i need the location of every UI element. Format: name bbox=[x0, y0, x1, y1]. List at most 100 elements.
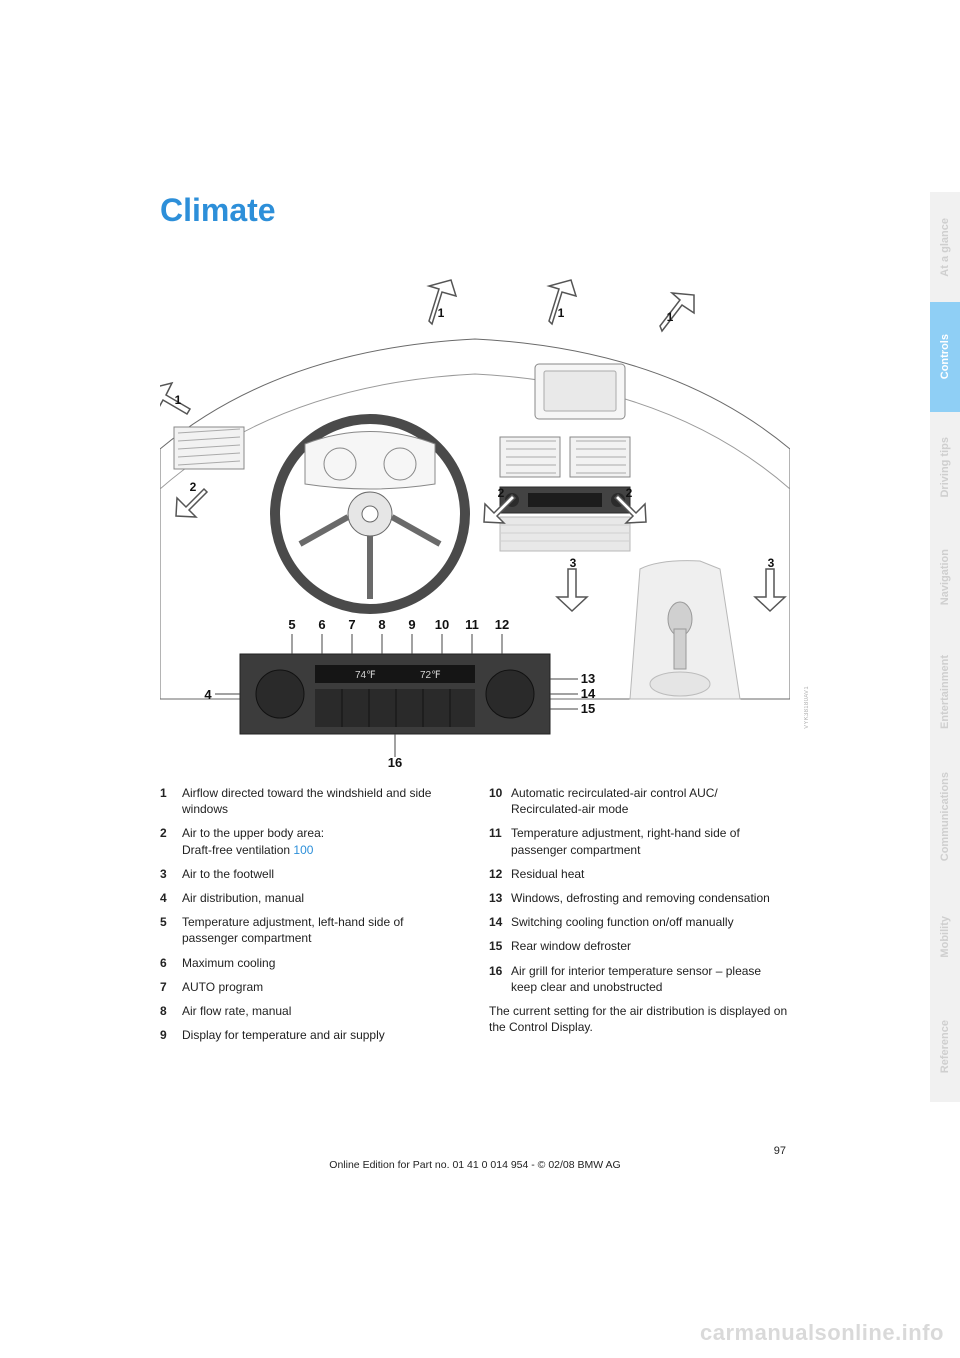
section-tab-label: Mobility bbox=[939, 916, 951, 958]
legend-text: Display for temperature and air supply bbox=[182, 1027, 461, 1043]
legend-entry: 13Windows, defrosting and removing conde… bbox=[489, 890, 790, 906]
legend-entry: 8Air flow rate, manual bbox=[160, 1003, 461, 1019]
svg-text:4: 4 bbox=[204, 687, 212, 702]
legend-entry: 11Temperature adjustment, right-hand sid… bbox=[489, 825, 790, 857]
section-tab-label: Communications bbox=[939, 772, 951, 861]
legend-number: 12 bbox=[489, 866, 511, 882]
legend-left-column: 1Airflow directed toward the windshield … bbox=[160, 785, 461, 1051]
svg-text:13: 13 bbox=[581, 671, 595, 686]
section-tab[interactable]: Communications bbox=[930, 752, 960, 882]
section-tabs: At a glance Controls Driving tips Navigatio… bbox=[930, 192, 960, 1102]
svg-text:15: 15 bbox=[581, 701, 595, 716]
legend-entry: 4Air distribution, manual bbox=[160, 890, 461, 906]
legend-number: 3 bbox=[160, 866, 182, 882]
legend-entry: 16Air grill for interior temperature sen… bbox=[489, 963, 790, 995]
legend-entry: 12Residual heat bbox=[489, 866, 790, 882]
svg-text:16: 16 bbox=[388, 755, 402, 769]
legend-number: 4 bbox=[160, 890, 182, 906]
legend-entry: 9Display for temperature and air supply bbox=[160, 1027, 461, 1043]
svg-text:3: 3 bbox=[570, 556, 577, 570]
page-number: 97 bbox=[160, 1145, 790, 1157]
legend-entry: 15Rear window defroster bbox=[489, 938, 790, 954]
legend-text: Rear window defroster bbox=[511, 938, 790, 954]
watermark: carmanualsonline.info bbox=[700, 1320, 944, 1346]
legend-number: 2 bbox=[160, 825, 182, 857]
legend-number: 9 bbox=[160, 1027, 182, 1043]
section-tab[interactable]: Driving tips bbox=[930, 412, 960, 522]
legend-number: 11 bbox=[489, 825, 511, 857]
section-tab[interactable]: Mobility bbox=[930, 882, 960, 992]
legend-number: 5 bbox=[160, 914, 182, 946]
legend-number: 10 bbox=[489, 785, 511, 817]
legend-text: Air flow rate, manual bbox=[182, 1003, 461, 1019]
legend-number: 6 bbox=[160, 955, 182, 971]
legend-entry: 10Automatic recirculated-air control AUC… bbox=[489, 785, 790, 817]
section-tab[interactable]: Controls bbox=[930, 302, 960, 412]
legend-entry: 7AUTO program bbox=[160, 979, 461, 995]
legend-text: Temperature adjustment, left-hand side o… bbox=[182, 914, 461, 946]
legend-text: Air to the upper body area:Draft-free ve… bbox=[182, 825, 461, 857]
legend-right-column: 10Automatic recirculated-air control AUC… bbox=[489, 785, 790, 1051]
legend-entry: 1Airflow directed toward the windshield … bbox=[160, 785, 461, 817]
section-tab-label: At a glance bbox=[939, 218, 951, 277]
section-tab[interactable]: Entertainment bbox=[930, 632, 960, 752]
diagram-attribution: VYK38180AV1 bbox=[804, 686, 810, 729]
svg-text:6: 6 bbox=[318, 617, 325, 632]
diagram-container: 74℉ 72℉ 56789101112 4 131415 16 bbox=[160, 269, 790, 769]
svg-text:14: 14 bbox=[581, 686, 596, 701]
legend-paragraph: The current setting for the air distribu… bbox=[489, 1003, 790, 1035]
legend-text: Residual heat bbox=[511, 866, 790, 882]
edition-line: Online Edition for Part no. 01 41 0 014 … bbox=[160, 1159, 790, 1171]
svg-text:1: 1 bbox=[667, 310, 674, 324]
legend-text: Temperature adjustment, right-hand side … bbox=[511, 825, 790, 857]
page-ref-link[interactable]: 100 bbox=[293, 843, 313, 857]
legend-number: 8 bbox=[160, 1003, 182, 1019]
legend-number: 15 bbox=[489, 938, 511, 954]
legend-entry: 14Switching cooling function on/off manu… bbox=[489, 914, 790, 930]
legend-text: Automatic recirculated-air control AUC/ … bbox=[511, 785, 790, 817]
legend-text: Air to the footwell bbox=[182, 866, 461, 882]
page-title: Climate bbox=[160, 192, 790, 229]
svg-text:72℉: 72℉ bbox=[420, 670, 441, 681]
legend-entry: 3Air to the footwell bbox=[160, 866, 461, 882]
legend-text: Air grill for interior temperature senso… bbox=[511, 963, 790, 995]
section-tab-label: Navigation bbox=[939, 549, 951, 605]
legend-text: AUTO program bbox=[182, 979, 461, 995]
svg-text:11: 11 bbox=[465, 617, 479, 632]
svg-text:8: 8 bbox=[378, 617, 385, 632]
page-footer: 97 Online Edition for Part no. 01 41 0 0… bbox=[160, 1145, 790, 1171]
svg-text:3: 3 bbox=[768, 556, 775, 570]
page-content: Climate bbox=[160, 192, 790, 1051]
legend-text: Airflow directed toward the windshield a… bbox=[182, 785, 461, 817]
legend-number: 7 bbox=[160, 979, 182, 995]
svg-text:1: 1 bbox=[558, 306, 565, 320]
svg-text:1: 1 bbox=[438, 306, 445, 320]
section-tab[interactable]: Reference bbox=[930, 992, 960, 1102]
svg-text:2: 2 bbox=[190, 480, 197, 494]
svg-text:7: 7 bbox=[348, 617, 355, 632]
svg-text:1: 1 bbox=[175, 393, 182, 407]
legend-number: 1 bbox=[160, 785, 182, 817]
legend-number: 16 bbox=[489, 963, 511, 995]
section-tab[interactable]: Navigation bbox=[930, 522, 960, 632]
legend-entry: 5Temperature adjustment, left-hand side … bbox=[160, 914, 461, 946]
legend-text: Switching cooling function on/off manual… bbox=[511, 914, 790, 930]
legend-number: 14 bbox=[489, 914, 511, 930]
legend-entry: 2Air to the upper body area:Draft-free v… bbox=[160, 825, 461, 857]
svg-text:74℉: 74℉ bbox=[355, 670, 376, 681]
svg-text:2: 2 bbox=[498, 486, 505, 500]
svg-text:9: 9 bbox=[408, 617, 415, 632]
legend-number: 13 bbox=[489, 890, 511, 906]
section-tab[interactable]: At a glance bbox=[930, 192, 960, 302]
legend-text: Air distribution, manual bbox=[182, 890, 461, 906]
svg-text:2: 2 bbox=[626, 486, 633, 500]
section-tab-label: Driving tips bbox=[939, 437, 951, 498]
svg-text:5: 5 bbox=[288, 617, 295, 632]
section-tab-label: Entertainment bbox=[939, 655, 951, 729]
section-tab-label: Reference bbox=[939, 1020, 951, 1073]
legend-text: Maximum cooling bbox=[182, 955, 461, 971]
svg-text:10: 10 bbox=[435, 617, 449, 632]
legend-columns: 1Airflow directed toward the windshield … bbox=[160, 785, 790, 1051]
legend-entry: 6Maximum cooling bbox=[160, 955, 461, 971]
climate-diagram: 74℉ 72℉ 56789101112 4 131415 16 bbox=[160, 269, 790, 769]
